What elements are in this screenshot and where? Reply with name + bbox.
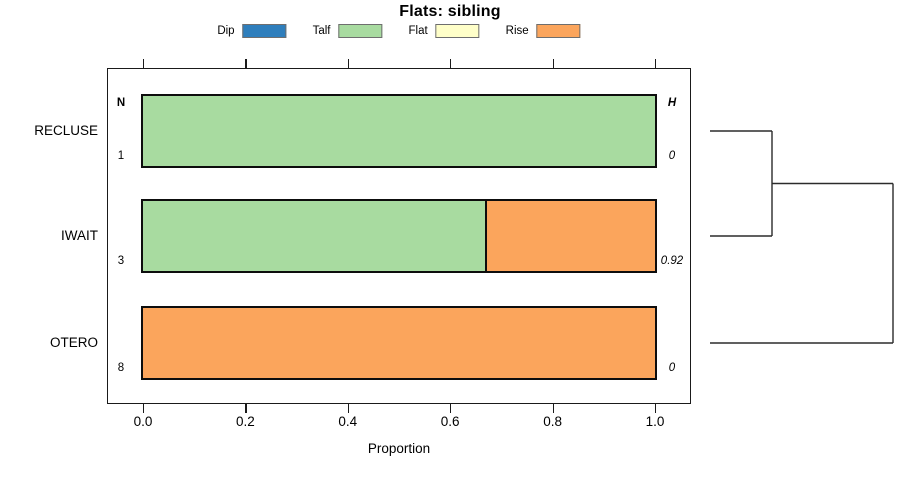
legend-label: Flat bbox=[408, 25, 428, 37]
x-tick-label: 0.2 bbox=[236, 414, 255, 429]
h-value: 0 bbox=[668, 150, 676, 162]
n-value: 3 bbox=[117, 255, 125, 267]
legend-swatch-icon bbox=[242, 24, 287, 38]
axis-tick-bottom bbox=[143, 404, 145, 413]
axis-tick-bottom bbox=[245, 404, 247, 413]
legend-swatch-icon bbox=[435, 24, 480, 38]
category-label: RECLUSE bbox=[34, 123, 98, 138]
x-axis-title: Proportion bbox=[367, 441, 431, 456]
x-tick-label: 0.6 bbox=[440, 414, 460, 429]
stacked-bar-iwait bbox=[141, 199, 657, 273]
legend-item-talf: Talf bbox=[313, 24, 383, 38]
bar-segment-rise bbox=[143, 308, 655, 378]
bar-segment-rise bbox=[484, 201, 655, 271]
legend: Dip Talf Flat Rise bbox=[217, 24, 581, 38]
axis-tick-top bbox=[552, 59, 554, 68]
legend-swatch-icon bbox=[536, 24, 581, 38]
legend-label: Rise bbox=[505, 25, 529, 37]
stacked-bar-otero bbox=[141, 306, 657, 380]
n-value: 1 bbox=[117, 150, 125, 162]
legend-swatch-icon bbox=[338, 24, 383, 38]
axis-tick-bottom bbox=[450, 404, 452, 413]
x-tick-label: 0.4 bbox=[338, 414, 358, 429]
x-tick-label: 1.0 bbox=[645, 414, 665, 429]
legend-item-dip: Dip bbox=[217, 24, 287, 38]
axis-tick-top bbox=[347, 59, 350, 68]
bar-segment-talf bbox=[143, 201, 485, 271]
axis-tick-top bbox=[450, 59, 452, 68]
axis-tick-top bbox=[245, 59, 247, 68]
legend-item-flat: Flat bbox=[408, 24, 480, 38]
h-value: 0 bbox=[668, 362, 676, 374]
category-label: OTERO bbox=[49, 335, 98, 350]
axis-tick-bottom bbox=[552, 404, 554, 413]
chart-title: Flats: sibling bbox=[399, 3, 501, 20]
legend-label: Dip bbox=[217, 25, 235, 37]
stacked-bar-recluse bbox=[141, 94, 657, 168]
x-tick-label: 0.0 bbox=[133, 414, 153, 429]
x-tick-label: 0.8 bbox=[543, 414, 562, 429]
axis-tick-top bbox=[655, 59, 657, 68]
legend-label: Talf bbox=[312, 25, 331, 37]
legend-item-rise: Rise bbox=[506, 24, 581, 38]
plot-area-border bbox=[107, 68, 691, 404]
n-value: 8 bbox=[117, 362, 125, 374]
bar-segment-talf bbox=[143, 96, 655, 166]
category-label: IWAIT bbox=[61, 228, 98, 243]
axis-tick-top bbox=[143, 59, 145, 68]
axis-tick-bottom bbox=[347, 404, 350, 413]
n-column-header: N bbox=[116, 97, 126, 109]
axis-tick-bottom bbox=[655, 404, 657, 413]
h-value: 0.92 bbox=[660, 255, 684, 267]
h-column-header: H bbox=[667, 97, 677, 109]
